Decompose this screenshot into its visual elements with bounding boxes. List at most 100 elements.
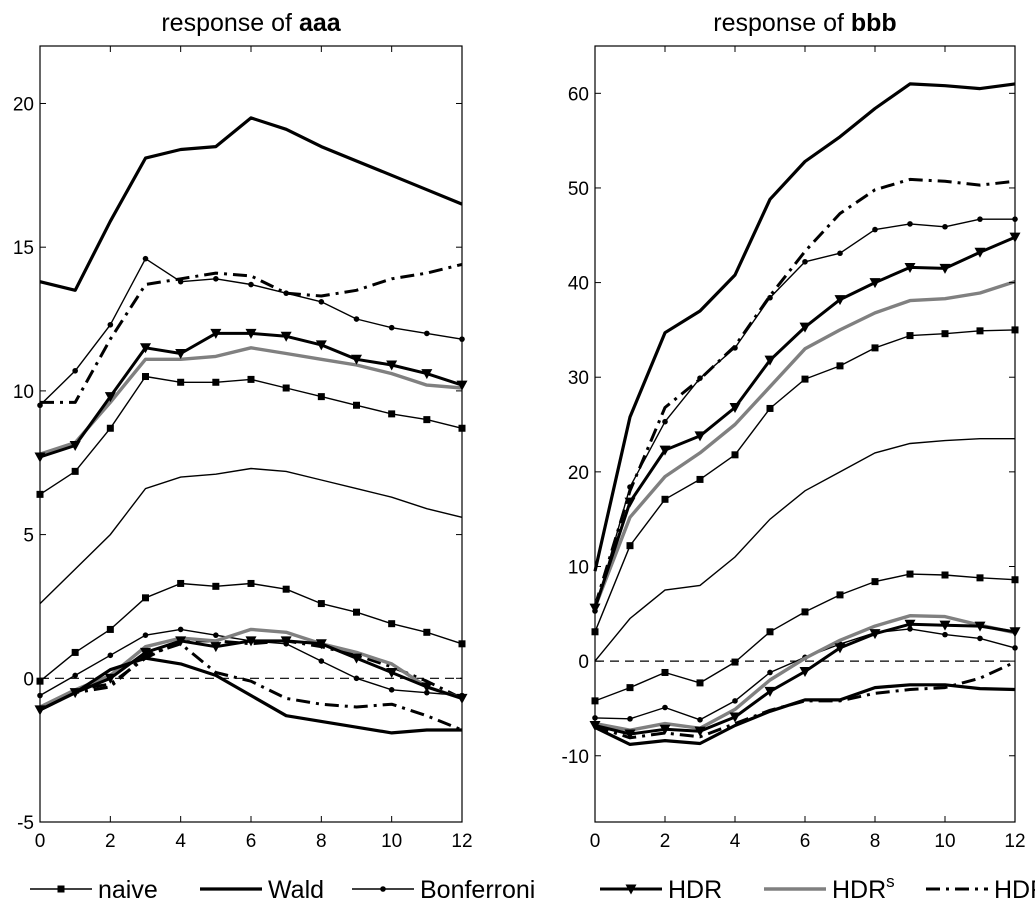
bonferroni-upper-point xyxy=(837,250,843,257)
hdr-lower-point xyxy=(694,726,706,737)
x-tick-label: 12 xyxy=(1004,831,1025,852)
legend-label-wald: Wald xyxy=(268,876,324,904)
hdr_s-lower-line xyxy=(594,614,1016,732)
legend-label-bonferroni: Bonferroni xyxy=(420,876,535,904)
naive-lower-point xyxy=(106,625,114,633)
y-tick-label: 60 xyxy=(568,84,589,105)
y-tick-label: 20 xyxy=(568,463,589,484)
hdr_w-upper-line xyxy=(40,262,463,404)
hdr-upper-point xyxy=(104,392,116,403)
legend: naiveWaldBonferroniHDRHDRsHDRw xyxy=(30,872,1035,904)
bonferroni-upper-point xyxy=(213,276,219,282)
hdr-lower-point xyxy=(974,621,986,632)
x-tick-label: 0 xyxy=(35,831,46,852)
bonferroni-lower-point xyxy=(732,698,738,704)
panel-title: response of bbb xyxy=(713,9,896,37)
hdr-lower-line xyxy=(594,622,1016,736)
naive-upper-point xyxy=(388,410,396,418)
naive-lower-point xyxy=(71,648,79,656)
hdr-lower-point xyxy=(624,729,636,740)
hdr-lower-point xyxy=(210,642,222,653)
hdr-lower-point xyxy=(421,682,433,693)
legend-marker-bonferroni xyxy=(380,886,386,892)
bonferroni-lower-point xyxy=(627,716,633,722)
x-tick-label: 2 xyxy=(105,831,116,852)
bonferroni-lower-point xyxy=(942,631,948,638)
naive-lower-point xyxy=(661,668,669,676)
bonferroni-lower-point xyxy=(388,686,395,693)
legend-item-bonferroni: Bonferroni xyxy=(352,876,535,904)
y-tick-label: 0 xyxy=(578,652,589,673)
hdr-lower-point xyxy=(834,643,846,654)
hdr-upper-point xyxy=(939,263,951,274)
bonferroni-upper-point xyxy=(248,281,254,288)
hdr-upper-point xyxy=(245,328,257,339)
bonferroni-upper-point xyxy=(872,226,878,233)
hdr-lower-point xyxy=(104,673,116,684)
naive-upper-point xyxy=(71,467,79,475)
panel-title-prefix: response of xyxy=(161,9,299,37)
x-tick-label: 8 xyxy=(870,831,881,852)
naive-lower-point xyxy=(353,608,360,616)
hdr-lower-point xyxy=(140,647,151,658)
naive-upper-point xyxy=(906,332,914,340)
hdr-upper-point xyxy=(764,355,776,366)
bonferroni-lower-point xyxy=(353,675,360,682)
naive-upper-point xyxy=(282,384,290,392)
x-tick-label: 10 xyxy=(381,831,402,852)
series-bonferroni xyxy=(592,216,1018,723)
panel-title-bold: bbb xyxy=(851,9,897,37)
x-tick-label: 6 xyxy=(800,831,811,852)
hdr_s-upper-line xyxy=(593,279,1016,608)
y-tick-label: 15 xyxy=(13,238,34,259)
hdr-upper-point xyxy=(799,322,811,333)
y-tick-label: -5 xyxy=(17,813,34,834)
series-naive xyxy=(36,373,466,685)
wald-upper-line xyxy=(39,116,463,292)
axes-box xyxy=(39,45,463,823)
naive-lower-point xyxy=(871,578,879,586)
x-tick-label: 2 xyxy=(660,831,671,852)
bonferroni-lower-point xyxy=(107,652,114,659)
bonferroni-lower-point xyxy=(142,632,149,638)
series-hdr_s xyxy=(39,346,463,709)
bonferroni-upper-point xyxy=(942,223,948,230)
wald-upper-line xyxy=(593,82,1016,572)
legend-label-text: Bonferroni xyxy=(420,876,535,904)
hdr_w-lower-line xyxy=(594,660,1016,740)
hdr-upper-point xyxy=(175,349,187,360)
hdr-lower-point xyxy=(280,636,292,647)
wald-lower-line xyxy=(39,656,462,735)
naive-upper-point xyxy=(766,404,774,412)
naive-lower-point xyxy=(282,585,290,593)
hdr-lower-point xyxy=(386,668,398,679)
naive-lower-point xyxy=(317,600,325,608)
naive-upper-point xyxy=(177,378,185,386)
naive-upper-point xyxy=(423,416,431,424)
hdr-lower-point xyxy=(729,712,741,723)
naive-upper-point xyxy=(661,495,669,503)
series-hdr_w xyxy=(39,262,463,732)
bonferroni-lower-point xyxy=(767,669,773,676)
hdr_w-upper-line xyxy=(593,177,1016,607)
y-tick-label: 0 xyxy=(23,669,34,690)
wald-lower-line xyxy=(594,683,1016,747)
hdr-upper-point xyxy=(869,278,881,289)
naive-upper-point xyxy=(696,475,704,483)
legend-label-text: naive xyxy=(98,876,158,904)
bonferroni-lower-point xyxy=(318,658,325,664)
hdr-lower-point xyxy=(764,686,776,697)
y-tick-label: 20 xyxy=(13,94,34,115)
y-tick-label: 50 xyxy=(568,179,589,200)
naive-lower-point xyxy=(177,579,185,587)
hdr-upper-point xyxy=(729,403,741,414)
y-tick-label: 40 xyxy=(568,274,589,295)
bonferroni-upper-point xyxy=(424,330,430,337)
series-wald xyxy=(39,116,463,735)
hdr-upper-point xyxy=(351,354,362,365)
hdr-upper-point xyxy=(834,295,846,306)
x-tick-label: 8 xyxy=(316,831,327,852)
y-tick-label: 5 xyxy=(23,526,34,547)
